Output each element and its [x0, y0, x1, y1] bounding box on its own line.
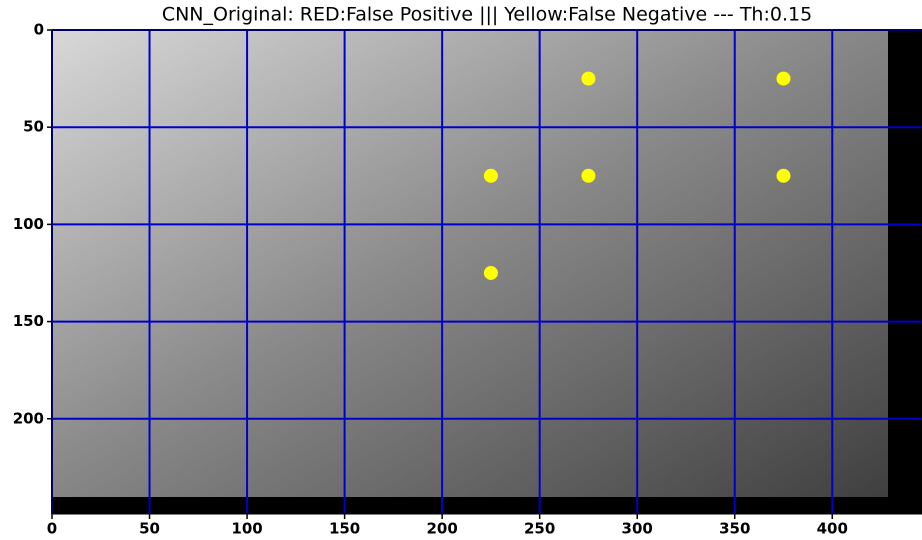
photo-border: [888, 30, 922, 514]
x-tick-label: 300: [622, 520, 653, 538]
chart-title: CNN_Original: RED:False Positive ||| Yel…: [162, 4, 812, 26]
x-tick-label: 250: [524, 520, 555, 538]
y-tick-label: 50: [23, 118, 44, 136]
photo-border: [52, 497, 922, 514]
point: [776, 71, 791, 86]
y-tick-label: 200: [13, 409, 44, 427]
point: [581, 168, 596, 183]
y-tick-label: 100: [13, 215, 44, 233]
point: [483, 265, 498, 280]
x-tick-label: 350: [719, 520, 750, 538]
x-tick-label: 100: [231, 520, 262, 538]
x-tick-label: 400: [817, 520, 848, 538]
axes-frame: [51, 29, 922, 515]
point: [483, 168, 498, 183]
x-tick-label: 0: [47, 520, 57, 538]
y-tick-label: 150: [13, 312, 44, 330]
y-tick-label: 0: [34, 21, 44, 39]
point: [776, 168, 791, 183]
point: [581, 71, 596, 86]
x-tick-label: 50: [139, 520, 160, 538]
x-tick-label: 200: [426, 520, 457, 538]
x-tick-label: 150: [329, 520, 360, 538]
